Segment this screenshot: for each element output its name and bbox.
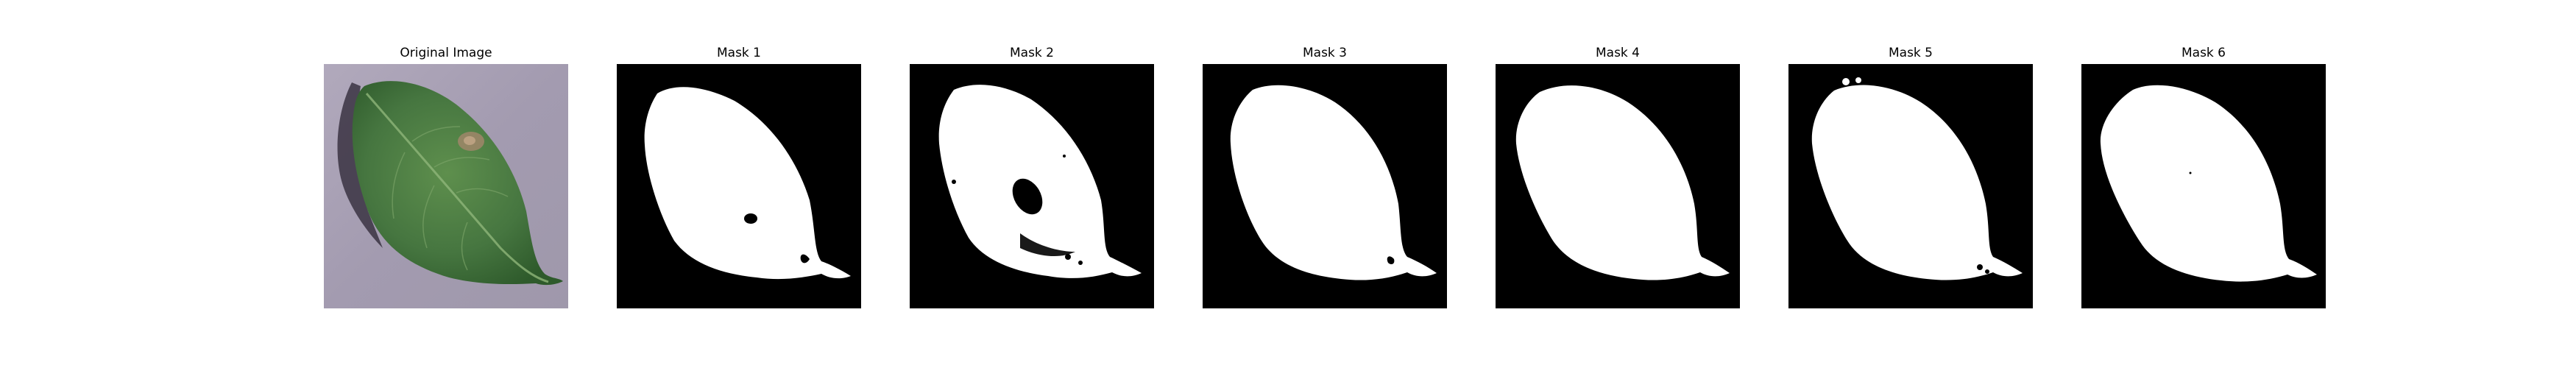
panel-mask-3: Mask 3 — [1203, 0, 1447, 368]
panel-title: Original Image — [400, 46, 492, 60]
mask-3-image — [1203, 64, 1447, 308]
panel-title: Mask 4 — [1595, 46, 1640, 60]
panel-title: Mask 6 — [2181, 46, 2226, 60]
panel-mask-2: Mask 2 — [910, 0, 1154, 368]
panel-title: Mask 2 — [1009, 46, 1054, 60]
panel-mask-4: Mask 4 — [1496, 0, 1740, 368]
mask-4-image — [1496, 64, 1740, 308]
mask-2-image — [910, 64, 1154, 308]
panel-title: Mask 3 — [1302, 46, 1347, 60]
mask-5-image — [1788, 64, 2033, 308]
panel-original-image: Original Image — [324, 0, 568, 368]
panel-mask-1: Mask 1 — [617, 0, 861, 368]
panel-mask-6: Mask 6 — [2081, 0, 2326, 368]
panel-mask-5: Mask 5 — [1788, 0, 2033, 368]
mask-1-image — [617, 64, 861, 308]
panel-title: Mask 1 — [716, 46, 761, 60]
mask-6-image — [2081, 64, 2326, 308]
original-leaf-image — [324, 64, 568, 308]
panel-title: Mask 5 — [1888, 46, 1933, 60]
